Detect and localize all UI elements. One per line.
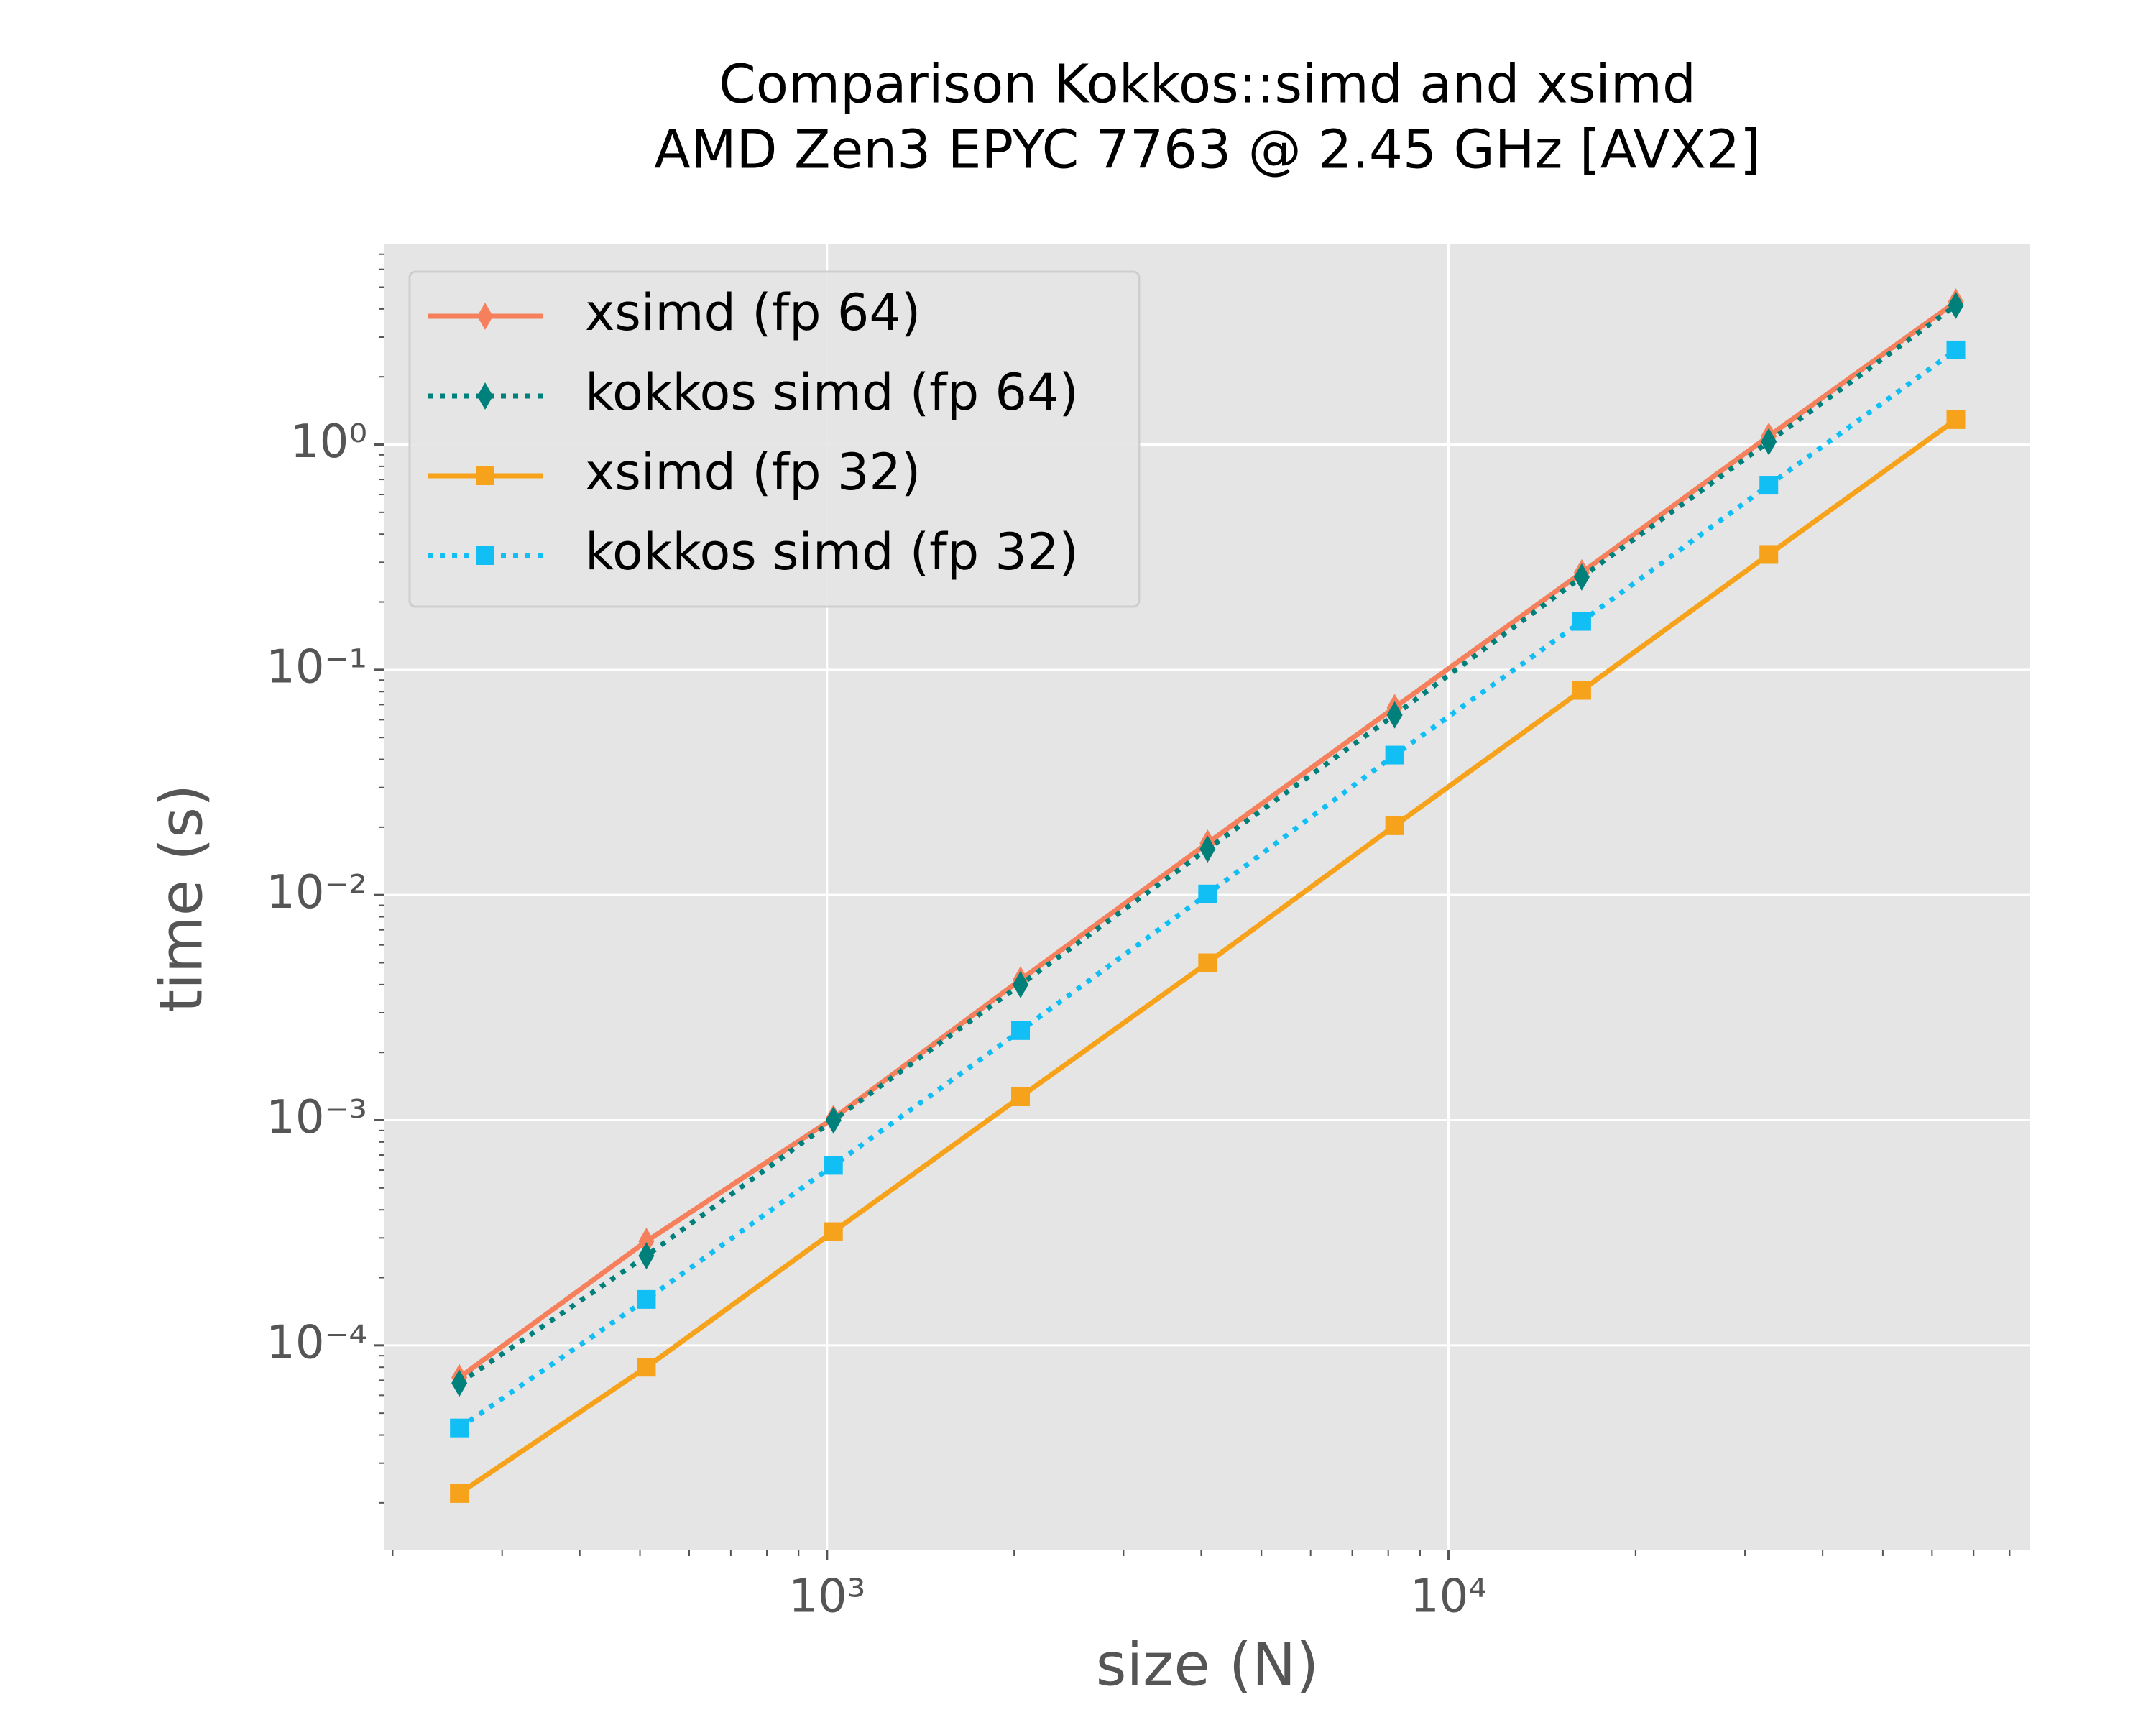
marks: [450, 288, 1966, 1503]
marker: [824, 1222, 843, 1241]
marker: [1759, 476, 1779, 495]
x-axis-label: size (N): [1096, 1631, 1319, 1699]
marker: [1199, 835, 1216, 863]
marker: [637, 1289, 656, 1309]
y-tick-label: 10⁻⁴: [266, 1316, 367, 1369]
marker: [638, 1227, 655, 1255]
marker: [1946, 340, 1966, 359]
y-axis-label: time (s): [147, 784, 216, 1013]
marker: [451, 1369, 468, 1397]
x-tick-label: 10⁴: [1410, 1570, 1487, 1624]
legend: xsimd (fp 64) kokkos simd (fp 64) xsimd (f…: [408, 270, 1141, 608]
marker: [1572, 612, 1591, 631]
marker: [477, 303, 493, 330]
marker: [476, 466, 494, 485]
marker: [825, 1106, 842, 1134]
marker: [1385, 816, 1404, 835]
marker: [476, 546, 494, 565]
grid: 10³ 10⁴ 10⁻⁴ 10⁻³ 10⁻² 10⁻¹ 10⁰: [266, 244, 2030, 1624]
marker: [1572, 681, 1591, 700]
marker: [1759, 545, 1779, 564]
marker: [1761, 428, 1777, 456]
marker: [1013, 970, 1029, 998]
y-tick-label: 10⁻³: [266, 1091, 367, 1144]
marker: [1198, 953, 1217, 972]
legend-label: kokkos simd (fp 32): [585, 523, 1079, 581]
marker: [450, 1484, 469, 1503]
legend-label: kokkos simd (fp 64): [585, 363, 1079, 422]
marker: [638, 1242, 655, 1270]
x-tick-label: 10³: [788, 1570, 865, 1624]
y-tick-label: 10⁻²: [266, 866, 367, 919]
marker: [637, 1358, 656, 1377]
y-tick-label: 10⁻¹: [266, 640, 367, 694]
legend-label: xsimd (fp 32): [585, 443, 921, 502]
chart-title: Comparison Kokkos::simd and xsimd: [719, 54, 1696, 116]
y-tick-label: 10⁰: [290, 415, 367, 469]
marker: [1385, 745, 1404, 765]
marker: [1946, 410, 1966, 429]
marker: [824, 1156, 843, 1175]
marker: [1386, 701, 1403, 729]
marker: [1948, 291, 1964, 319]
marker: [1011, 1087, 1031, 1106]
chart-subtitle: AMD Zen3 EPYC 7763 @ 2.45 GHz [AVX2]: [654, 119, 1761, 181]
legend-box: [408, 270, 1141, 608]
marker: [1198, 884, 1217, 903]
marker: [1573, 563, 1590, 591]
marker: [477, 382, 493, 410]
legend-label: xsimd (fp 64): [585, 283, 921, 342]
marker: [450, 1418, 469, 1438]
marker: [1011, 1021, 1031, 1040]
